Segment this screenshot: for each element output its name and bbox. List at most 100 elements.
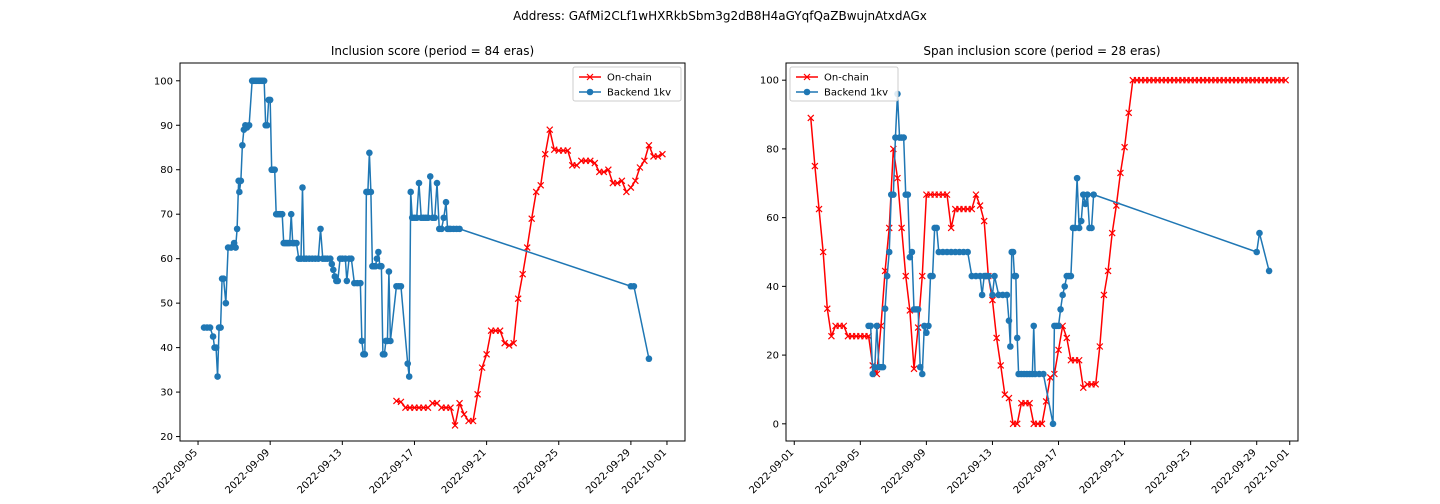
data-point — [989, 291, 996, 299]
series-on-chain — [807, 76, 1290, 428]
span-inclusion-score-chart: Span inclusion score (period = 28 eras) 2… — [748, 44, 1299, 496]
data-point — [431, 214, 439, 222]
data-point — [278, 210, 286, 218]
data-point — [1121, 143, 1129, 151]
data-point — [600, 168, 608, 176]
x-tick-label: 2022-09-01 — [748, 447, 797, 496]
series-line — [204, 80, 650, 378]
data-point — [460, 410, 468, 418]
legend-marker — [586, 73, 594, 81]
y-tick-label: 70 — [160, 210, 173, 221]
data-point — [869, 370, 877, 378]
data-point — [385, 268, 393, 275]
data-point — [631, 177, 639, 185]
data-point — [532, 188, 540, 196]
data-point — [348, 255, 355, 262]
data-point — [287, 210, 295, 218]
series-line — [396, 128, 663, 427]
data-point — [1082, 200, 1089, 208]
data-point — [898, 224, 906, 232]
data-point — [212, 344, 220, 351]
data-point — [415, 179, 423, 187]
data-point — [1125, 109, 1133, 117]
data-point — [811, 162, 819, 170]
data-point — [206, 324, 214, 331]
data-point — [1100, 291, 1108, 299]
data-point — [478, 364, 486, 372]
data-point — [883, 272, 891, 280]
legend-label: Backend 1kv — [824, 88, 888, 99]
data-point — [232, 244, 239, 251]
data-point — [636, 164, 644, 171]
data-point — [413, 214, 421, 222]
data-point — [1061, 283, 1069, 290]
data-point — [640, 157, 648, 165]
data-point — [993, 334, 1001, 342]
data-point — [943, 191, 951, 199]
data-point — [1030, 322, 1038, 330]
x-tick-label: 2022-09-25 — [512, 447, 561, 496]
inclusion-score-chart: Inclusion score (period = 84 eras) 2022-0… — [151, 44, 686, 496]
series-line — [868, 93, 1270, 425]
data-point — [233, 225, 241, 233]
series-backend-1kv — [865, 90, 1273, 428]
data-point — [645, 355, 653, 363]
data-point — [510, 339, 518, 347]
data-point — [330, 266, 337, 274]
data-point — [1057, 306, 1064, 313]
data-point — [361, 350, 369, 358]
chart-title: Inclusion score (period = 84 eras) — [331, 44, 534, 58]
data-point — [1049, 420, 1057, 428]
data-point — [442, 198, 450, 206]
x-tick-label: 2022-09-17 — [368, 447, 417, 496]
data-point — [1075, 356, 1083, 364]
data-point — [968, 205, 976, 213]
legend-label: Backend 1kv — [607, 88, 671, 99]
x-tick-label: 2022-09-21 — [1078, 447, 1127, 496]
x-tick-label: 2022-09-13 — [296, 447, 345, 496]
data-point — [271, 166, 278, 174]
data-point — [469, 417, 477, 425]
data-point — [604, 166, 612, 174]
data-point — [923, 329, 930, 337]
data-point — [586, 157, 594, 165]
data-point — [456, 225, 463, 233]
data-point — [537, 181, 545, 189]
data-point — [372, 262, 379, 270]
data-point — [501, 339, 509, 347]
data-point — [357, 279, 364, 287]
data-point — [881, 305, 889, 313]
data-point — [438, 225, 445, 233]
data-point — [1090, 191, 1097, 198]
data-point — [328, 260, 336, 268]
data-point — [1073, 174, 1081, 182]
data-point — [1256, 229, 1263, 237]
figure-title: Address: GAfMi2CLf1wHXRkbSbm3g2dB8H4aGYq… — [513, 9, 927, 23]
data-point — [885, 248, 893, 256]
y-tick-label: 90 — [160, 121, 173, 132]
data-point — [217, 324, 224, 331]
data-point — [1040, 370, 1047, 378]
data-point — [908, 248, 916, 256]
data-point — [1026, 399, 1034, 407]
legend-marker — [803, 73, 811, 81]
y-tick-label: 100 — [760, 76, 779, 87]
data-point — [496, 327, 504, 335]
y-tick-label: 100 — [154, 76, 173, 87]
data-point — [456, 399, 463, 407]
data-point — [618, 177, 626, 185]
data-point — [451, 422, 459, 429]
data-point — [929, 272, 936, 280]
data-point — [819, 248, 827, 256]
data-point — [373, 255, 381, 262]
data-point — [900, 134, 907, 141]
data-point — [505, 341, 513, 349]
data-point — [659, 150, 666, 158]
data-point — [1055, 346, 1062, 354]
data-point — [1005, 317, 1013, 325]
data-point — [299, 184, 306, 191]
data-point — [546, 126, 554, 134]
data-point — [906, 253, 914, 261]
data-point — [918, 272, 926, 280]
